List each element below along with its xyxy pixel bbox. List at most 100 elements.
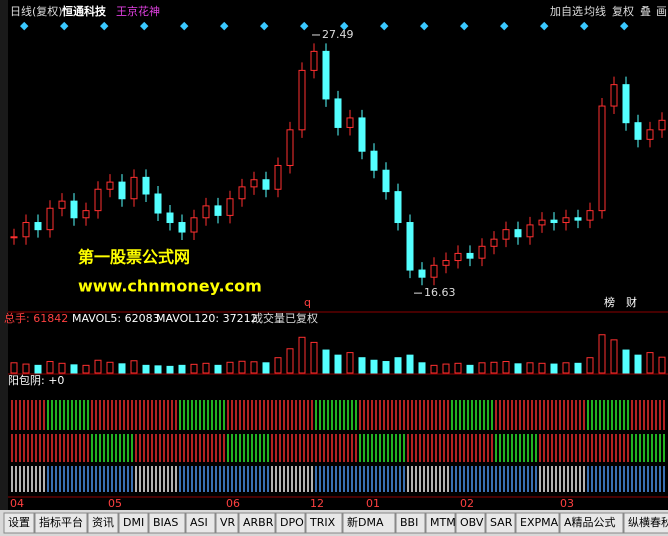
signal: ◆ xyxy=(260,19,269,32)
x-tick-label: 06 xyxy=(226,497,240,510)
candle xyxy=(334,98,342,128)
volume-bar xyxy=(598,334,606,374)
period: 日线(复权) xyxy=(10,4,63,18)
tab[interactable] xyxy=(238,512,276,534)
volume-bar xyxy=(274,357,282,374)
tab[interactable] xyxy=(215,512,239,534)
header-button: 均线 xyxy=(584,4,606,18)
tab[interactable] xyxy=(559,512,624,534)
candle xyxy=(298,69,306,131)
candle xyxy=(178,222,186,233)
candle xyxy=(238,186,246,200)
tab-label[interactable]: BBI xyxy=(400,516,418,529)
candle xyxy=(22,222,30,238)
tab[interactable] xyxy=(34,512,88,534)
x-tick-label: 12 xyxy=(310,497,324,510)
tab-label[interactable]: MTM xyxy=(430,516,456,529)
candle xyxy=(190,217,198,233)
candle xyxy=(310,50,318,71)
volume-bar xyxy=(262,362,270,374)
signal: ◆ xyxy=(60,19,69,32)
candle xyxy=(658,119,666,131)
tab-label[interactable]: ASI xyxy=(190,516,208,529)
volume-bar xyxy=(10,362,18,374)
tab-label[interactable]: DMI xyxy=(123,516,144,529)
volume-bar xyxy=(154,365,162,374)
tab-label[interactable]: EXPMA xyxy=(520,516,559,529)
tab-label[interactable]: ARBR xyxy=(243,516,274,529)
signal: ◆ xyxy=(180,19,189,32)
signal: ◆ xyxy=(580,19,589,32)
tab[interactable] xyxy=(305,512,343,534)
signal: ◆ xyxy=(460,19,469,32)
header-button: 画 xyxy=(656,5,667,18)
tab[interactable] xyxy=(342,512,396,534)
volume-bar xyxy=(466,364,474,374)
volume-bar xyxy=(586,357,594,374)
volume-bar xyxy=(286,348,294,374)
tab-label[interactable]: TRIX xyxy=(309,516,336,529)
candle xyxy=(598,105,606,212)
volume-bar xyxy=(478,362,486,374)
candle xyxy=(46,207,54,231)
volume-bar xyxy=(46,361,54,374)
candle xyxy=(514,229,522,238)
tab[interactable] xyxy=(118,512,149,534)
volume-label: MAVOL5: 62083 xyxy=(72,312,160,325)
candle xyxy=(538,219,546,226)
tab[interactable] xyxy=(87,512,119,534)
candle xyxy=(478,245,486,259)
tab[interactable] xyxy=(275,512,306,534)
tab-label[interactable]: 设置 xyxy=(8,516,30,529)
candle xyxy=(406,222,414,271)
candle xyxy=(154,193,162,214)
tab[interactable] xyxy=(185,512,216,534)
volume-bar xyxy=(358,357,366,374)
volume-bar xyxy=(430,364,438,374)
tab-label[interactable]: A精品公式 xyxy=(564,516,616,529)
tab-label[interactable]: 资讯 xyxy=(92,516,114,529)
candle xyxy=(466,252,474,259)
marker: 财 xyxy=(626,295,637,309)
volume-bar xyxy=(166,365,174,374)
signal: ◆ xyxy=(340,19,349,32)
tab[interactable] xyxy=(3,512,35,534)
tab-label[interactable]: 新DMA xyxy=(347,515,384,529)
volume-bar xyxy=(526,362,534,374)
tab[interactable] xyxy=(623,512,668,534)
tab-label[interactable]: DPO xyxy=(280,516,304,529)
signal: ◆ xyxy=(420,19,429,32)
tab-label[interactable]: BIAS xyxy=(153,516,178,529)
tab[interactable] xyxy=(425,512,456,534)
tab-label[interactable]: OBV xyxy=(460,516,484,529)
candle xyxy=(322,50,330,100)
header-button: 叠 xyxy=(640,5,651,18)
tab-label[interactable]: 纵横春秋_1704 xyxy=(628,515,668,529)
tab[interactable] xyxy=(395,512,426,534)
volume-bar xyxy=(70,364,78,374)
tab-label[interactable]: VR xyxy=(220,516,236,529)
x-tick-label: 04 xyxy=(10,497,24,510)
side-strip xyxy=(0,0,8,510)
volume-bar xyxy=(118,363,126,374)
tab-label[interactable]: 指标平台 xyxy=(39,515,83,529)
tab[interactable] xyxy=(455,512,486,534)
low-label: 16.63 xyxy=(424,286,456,299)
marker: 榜 xyxy=(604,295,615,309)
tab[interactable] xyxy=(485,512,516,534)
candle xyxy=(130,176,138,200)
candle xyxy=(250,179,258,188)
tab-label[interactable]: SAR xyxy=(490,516,513,529)
volume-bar xyxy=(634,354,642,374)
candle xyxy=(574,217,582,221)
candle xyxy=(526,224,534,238)
volume-bar xyxy=(94,359,102,374)
tab[interactable] xyxy=(148,512,186,534)
volume-bar xyxy=(514,363,522,374)
indicator-label: 阳包阴: +0 xyxy=(8,374,64,387)
volume-bar xyxy=(202,362,210,374)
candle xyxy=(646,129,654,140)
tab[interactable] xyxy=(515,512,560,534)
volume-bar xyxy=(226,361,234,374)
